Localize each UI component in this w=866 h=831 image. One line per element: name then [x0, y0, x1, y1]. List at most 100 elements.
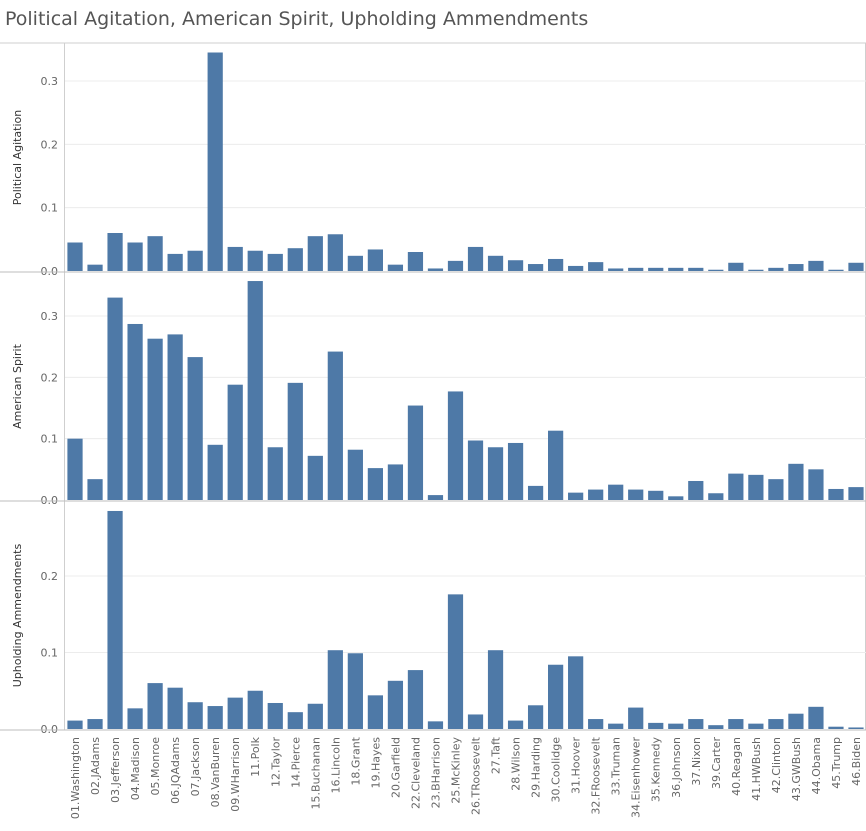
bar	[568, 265, 584, 271]
bar	[447, 391, 464, 500]
bar	[327, 351, 343, 500]
bar	[107, 233, 123, 271]
x-tick-label: 05.Monroe	[149, 737, 162, 796]
bar	[487, 255, 504, 271]
bar	[387, 680, 404, 729]
x-tick-label: 06.JQAdams	[169, 737, 182, 804]
x-tick-label: 34.Eisenhower	[630, 737, 643, 818]
bar	[227, 697, 243, 729]
bar	[427, 268, 444, 271]
bar	[708, 493, 724, 500]
x-tick-label: 03.Jefferson	[109, 737, 122, 803]
bar	[768, 479, 784, 500]
bar	[267, 702, 283, 729]
bar	[507, 720, 524, 729]
bar	[387, 264, 404, 271]
y-tick-label: 0.2	[41, 570, 59, 583]
bar	[427, 495, 444, 500]
bar	[668, 723, 684, 729]
bar	[327, 234, 343, 271]
bar	[568, 656, 584, 729]
bar	[628, 267, 644, 271]
bar	[287, 248, 303, 271]
bar	[307, 703, 323, 729]
x-tick-label: 31.Hoover	[570, 737, 583, 795]
bar	[708, 725, 724, 729]
bar	[367, 249, 383, 271]
bar	[147, 338, 163, 500]
bar	[447, 594, 464, 729]
bar	[247, 281, 263, 500]
y-tick-label: 0.1	[41, 647, 59, 660]
bar	[467, 714, 484, 729]
bar	[367, 468, 383, 500]
x-tick-label: 22.Cleveland	[409, 737, 422, 809]
bar	[628, 707, 644, 729]
bar	[187, 702, 203, 729]
bar	[548, 664, 564, 729]
x-tick-label: 23.BHarrison	[429, 737, 442, 808]
bar	[467, 440, 484, 500]
x-tick-label: 43.GWBush	[790, 737, 803, 801]
bar	[267, 447, 283, 500]
y-axis-label: Political Agitation	[11, 110, 24, 206]
x-tick-label: 18.Grant	[349, 736, 362, 785]
bar	[728, 262, 744, 271]
bar	[788, 713, 804, 729]
bar	[327, 650, 343, 729]
bar	[527, 485, 544, 500]
bar	[127, 323, 143, 500]
x-tick-label: 11.Polk	[249, 736, 262, 777]
x-tick-label: 41.HWBush	[750, 737, 763, 801]
y-tick-label: 0.2	[41, 371, 59, 384]
bar	[167, 253, 183, 271]
x-tick-label: 44.Obama	[810, 737, 823, 794]
bar	[507, 442, 524, 500]
bar	[407, 252, 424, 271]
x-tick-label: 45.Trump	[830, 737, 843, 789]
x-tick-label: 01.Washington	[69, 737, 82, 819]
x-tick-label: 42.Clinton	[770, 737, 783, 793]
bar	[407, 670, 424, 729]
bar	[848, 262, 864, 271]
bar	[568, 492, 584, 500]
y-tick-label: 0.1	[41, 433, 59, 446]
bar	[107, 510, 123, 729]
x-tick-label: 30.Coolidge	[550, 737, 563, 803]
x-tick-label: 25.McKinley	[449, 737, 462, 804]
bar	[167, 334, 183, 500]
bar	[227, 246, 243, 271]
bar	[648, 490, 664, 500]
bar	[407, 405, 424, 500]
bar	[127, 708, 143, 729]
bar	[207, 706, 223, 729]
bar	[147, 236, 163, 271]
x-tick-label: 28.Wilson	[510, 737, 523, 791]
bar	[748, 474, 764, 500]
x-tick-label: 08.VanBuren	[209, 737, 222, 807]
x-tick-label: 26.TRoosevelt	[470, 736, 483, 815]
bar	[688, 267, 704, 271]
bar	[387, 464, 404, 500]
bar	[167, 687, 183, 729]
bar	[447, 260, 464, 271]
bar	[467, 246, 484, 271]
bar	[527, 264, 544, 271]
bar	[588, 262, 604, 271]
x-tick-label: 39.Carter	[710, 737, 723, 790]
x-tick-label: 04.Madison	[129, 737, 142, 800]
bar	[347, 449, 363, 500]
bar	[487, 447, 504, 500]
y-axis-label: Upholding Ammendments	[11, 544, 24, 688]
bar	[287, 712, 303, 729]
bar	[668, 267, 684, 271]
bar	[267, 253, 283, 271]
bar	[808, 469, 824, 500]
bar	[828, 269, 844, 271]
x-tick-label: 16.Lincoln	[329, 737, 342, 793]
bar	[87, 719, 103, 729]
bar	[247, 250, 263, 271]
